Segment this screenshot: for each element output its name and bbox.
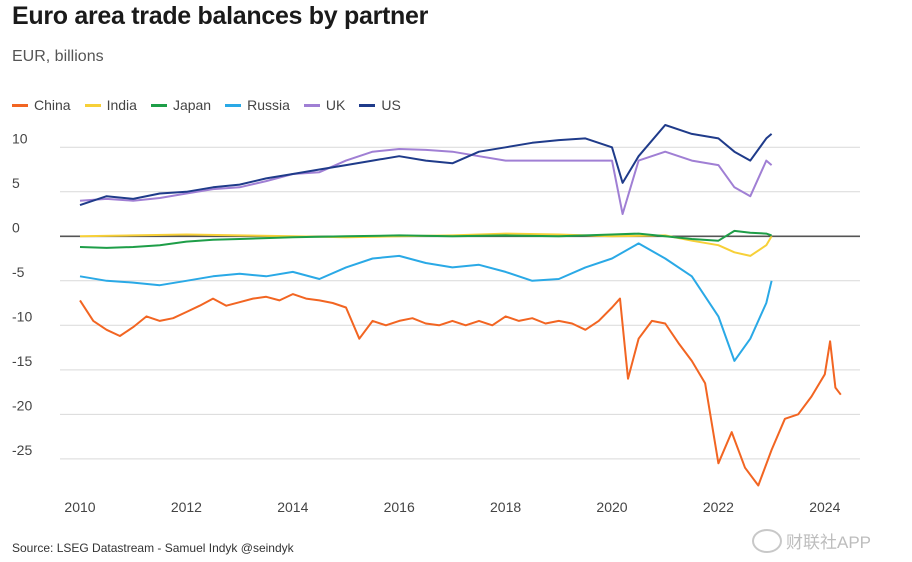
legend-label: China [34,97,71,113]
series-line-japan [79,229,772,249]
y-tick-label-5: -15 [12,353,32,369]
series-line-india [79,232,773,257]
legend-label: Russia [247,97,290,113]
y-tick-label-1: 5 [12,175,20,191]
legend-item-us: US [359,97,401,113]
x-tick-label-2: 2014 [277,499,308,515]
series-line-uk [79,148,773,215]
x-tick-label-7: 2024 [809,499,840,515]
legend-label: US [381,97,401,113]
series-line-us [79,124,773,207]
legend-swatch [12,103,28,107]
x-tick-label-5: 2020 [596,499,627,515]
legend-swatch [225,103,242,107]
legend-item-japan: Japan [150,97,212,113]
legend-item-uk: UK [303,97,346,113]
watermark: 财联社APP [752,528,871,553]
chart-title: Euro area trade balances by partner [12,2,429,30]
legend-label: UK [325,97,346,113]
legend-item-india: India [84,97,137,113]
legend-item-china: China [12,97,71,113]
legend-label: India [106,97,137,113]
legend-item-russia: Russia [225,97,290,113]
legend-swatch [359,103,376,107]
y-tick-label-2: 0 [12,219,20,235]
y-axis-ticks: 10 5 0 -5 -10 -15 -20 -25 [12,130,32,458]
y-tick-label-4: -10 [12,308,32,324]
legend-label: Japan [172,97,212,113]
x-tick-label-6: 2022 [703,499,734,515]
x-tick-label-1: 2012 [171,499,202,515]
y-tick-label-3: -5 [12,264,25,280]
x-axis-ticks: 2010 2012 2014 2016 2018 2020 2022 2024 [64,499,840,515]
y-tick-label-6: -20 [12,397,32,413]
x-tick-label-0: 2010 [64,499,95,515]
x-tick-label-4: 2018 [490,499,521,515]
y-tick-label-0: 10 [12,130,28,146]
legend-swatch [150,103,167,107]
watermark-text: 财联社APP [786,533,872,552]
legend-swatch [303,103,320,107]
series-line-russia [79,242,773,362]
series-line-china [79,293,842,487]
y-tick-label-7: -25 [12,442,32,458]
gridlines [60,146,860,460]
chart-subtitle: EUR, billions [12,48,104,65]
series-lines [79,124,842,487]
chart-legend: China India Japan Russia UK US [12,97,401,113]
x-tick-label-3: 2016 [384,499,415,515]
source-note: Source: LSEG Datastream - Samuel Indyk @… [12,541,294,555]
legend-swatch [84,103,101,107]
watermark-logo-icon [752,528,782,553]
